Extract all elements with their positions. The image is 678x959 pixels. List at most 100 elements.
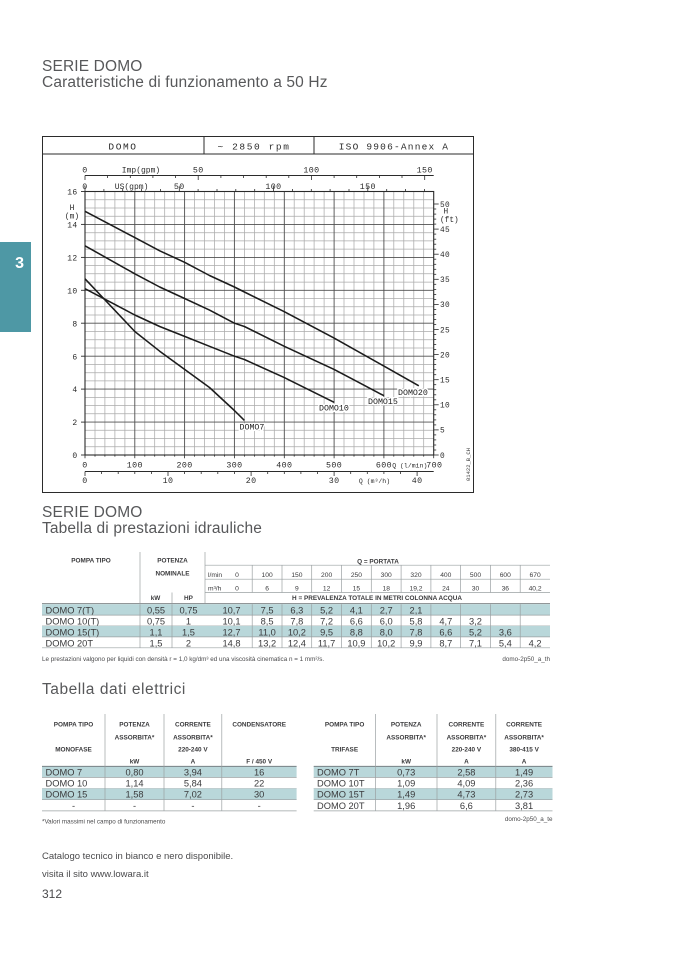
svg-text:l/min: l/min xyxy=(208,572,222,579)
svg-text:4,73: 4,73 xyxy=(457,790,475,800)
svg-text:01422_B_CH: 01422_B_CH xyxy=(465,448,472,481)
svg-text:~ 2850 rpm: ~ 2850 rpm xyxy=(217,142,290,153)
svg-text:Q (m³/h): Q (m³/h) xyxy=(359,478,390,485)
svg-text:24: 24 xyxy=(442,586,450,593)
svg-text:POMPA TIPO: POMPA TIPO xyxy=(54,721,93,728)
svg-text:45: 45 xyxy=(440,227,450,235)
svg-text:domo-2p50_a_te: domo-2p50_a_te xyxy=(505,816,553,823)
svg-text:3,6: 3,6 xyxy=(499,628,512,638)
svg-text:150: 150 xyxy=(417,167,433,176)
svg-text:15: 15 xyxy=(440,378,450,386)
svg-text:kW: kW xyxy=(130,759,141,766)
svg-text:DOMO 7: DOMO 7 xyxy=(46,767,83,777)
svg-text:1: 1 xyxy=(186,617,191,627)
svg-text:-: - xyxy=(191,801,194,811)
svg-text:*Valori massimi nel campo di f: *Valori massimi nel campo di funzionamen… xyxy=(42,818,166,825)
svg-text:12: 12 xyxy=(67,255,77,264)
svg-text:600: 600 xyxy=(500,572,511,579)
svg-text:7,02: 7,02 xyxy=(184,790,202,800)
svg-text:600: 600 xyxy=(376,461,392,470)
svg-text:7,8: 7,8 xyxy=(290,617,303,627)
svg-text:100: 100 xyxy=(127,461,143,470)
svg-text:DOMO 20T: DOMO 20T xyxy=(46,638,94,648)
svg-text:200: 200 xyxy=(177,461,193,470)
svg-text:8,7: 8,7 xyxy=(439,638,452,648)
svg-text:kW: kW xyxy=(151,595,162,602)
svg-text:0: 0 xyxy=(440,453,445,461)
svg-text:9,5: 9,5 xyxy=(320,628,333,638)
svg-text:12,7: 12,7 xyxy=(222,628,240,638)
svg-text:150: 150 xyxy=(291,572,302,579)
svg-text:0,75: 0,75 xyxy=(179,606,197,616)
svg-text:5,84: 5,84 xyxy=(184,778,202,788)
svg-text:10,9: 10,9 xyxy=(347,638,365,648)
svg-text:3,2: 3,2 xyxy=(469,617,482,627)
svg-text:kW: kW xyxy=(401,759,412,766)
svg-text:1,14: 1,14 xyxy=(125,778,143,788)
svg-text:100: 100 xyxy=(262,572,273,579)
svg-text:20: 20 xyxy=(246,477,257,486)
svg-text:36: 36 xyxy=(502,586,510,593)
svg-text:400: 400 xyxy=(276,461,292,470)
svg-text:1,96: 1,96 xyxy=(397,801,415,811)
svg-text:POMPA TIPO: POMPA TIPO xyxy=(325,721,364,728)
svg-text:40,2: 40,2 xyxy=(529,586,542,593)
svg-text:1,09: 1,09 xyxy=(397,778,415,788)
svg-text:15: 15 xyxy=(353,586,361,593)
svg-text:DOMO15: DOMO15 xyxy=(368,398,398,407)
svg-text:2: 2 xyxy=(72,419,77,428)
svg-text:4,1: 4,1 xyxy=(350,606,363,616)
svg-text:A: A xyxy=(522,759,527,766)
svg-text:ISO 9906-Annex A: ISO 9906-Annex A xyxy=(339,142,449,153)
svg-text:-: - xyxy=(133,801,136,811)
svg-text:0: 0 xyxy=(72,452,77,461)
svg-text:0,80: 0,80 xyxy=(125,767,143,777)
svg-text:9: 9 xyxy=(295,586,299,593)
svg-text:POTENZA: POTENZA xyxy=(157,557,188,564)
svg-text:12,4: 12,4 xyxy=(288,638,306,648)
svg-text:H: H xyxy=(70,204,75,213)
svg-text:30: 30 xyxy=(254,790,264,800)
svg-text:19,2: 19,2 xyxy=(409,586,422,593)
svg-text:300: 300 xyxy=(381,572,392,579)
svg-text:25: 25 xyxy=(440,327,450,335)
svg-text:1,49: 1,49 xyxy=(397,790,415,800)
svg-text:10,2: 10,2 xyxy=(377,638,395,648)
svg-text:6,0: 6,0 xyxy=(380,617,393,627)
svg-text:MONOFASE: MONOFASE xyxy=(55,747,92,754)
svg-text:7,8: 7,8 xyxy=(410,628,423,638)
svg-text:14: 14 xyxy=(67,222,77,231)
svg-text:2: 2 xyxy=(186,638,191,648)
svg-text:1,1: 1,1 xyxy=(150,628,163,638)
svg-text:16: 16 xyxy=(254,767,264,777)
svg-text:6,6: 6,6 xyxy=(439,628,452,638)
svg-text:4,7: 4,7 xyxy=(439,617,452,627)
svg-text:ASSORBITA*: ASSORBITA* xyxy=(386,734,426,741)
svg-text:50: 50 xyxy=(440,202,450,210)
svg-text:H = PREVALENZA TOTALE IN METRI: H = PREVALENZA TOTALE IN METRI COLONNA A… xyxy=(292,595,462,602)
svg-text:POTENZA: POTENZA xyxy=(391,721,422,728)
svg-text:4: 4 xyxy=(72,386,77,395)
svg-text:30: 30 xyxy=(440,302,450,310)
svg-text:F / 450 V: F / 450 V xyxy=(246,759,273,766)
svg-text:100: 100 xyxy=(265,183,281,192)
svg-text:ASSORBITA*: ASSORBITA* xyxy=(447,734,487,741)
svg-text:8,0: 8,0 xyxy=(380,628,393,638)
svg-text:4,2: 4,2 xyxy=(529,638,542,648)
svg-text:3,94: 3,94 xyxy=(184,767,202,777)
svg-text:8,8: 8,8 xyxy=(350,628,363,638)
svg-text:13,2: 13,2 xyxy=(258,638,276,648)
svg-text:(ft): (ft) xyxy=(440,217,459,225)
svg-text:500: 500 xyxy=(470,572,481,579)
svg-text:10,2: 10,2 xyxy=(288,628,306,638)
svg-text:5,8: 5,8 xyxy=(410,617,423,627)
svg-text:10,1: 10,1 xyxy=(222,617,240,627)
svg-text:35: 35 xyxy=(440,277,450,285)
svg-text:TRIFASE: TRIFASE xyxy=(331,747,359,754)
svg-text:7,5: 7,5 xyxy=(261,606,274,616)
svg-text:300: 300 xyxy=(226,461,242,470)
svg-text:2,7: 2,7 xyxy=(380,606,393,616)
svg-text:1,5: 1,5 xyxy=(182,628,195,638)
svg-text:3,81: 3,81 xyxy=(515,801,533,811)
svg-text:NOMINALE: NOMINALE xyxy=(155,570,190,577)
